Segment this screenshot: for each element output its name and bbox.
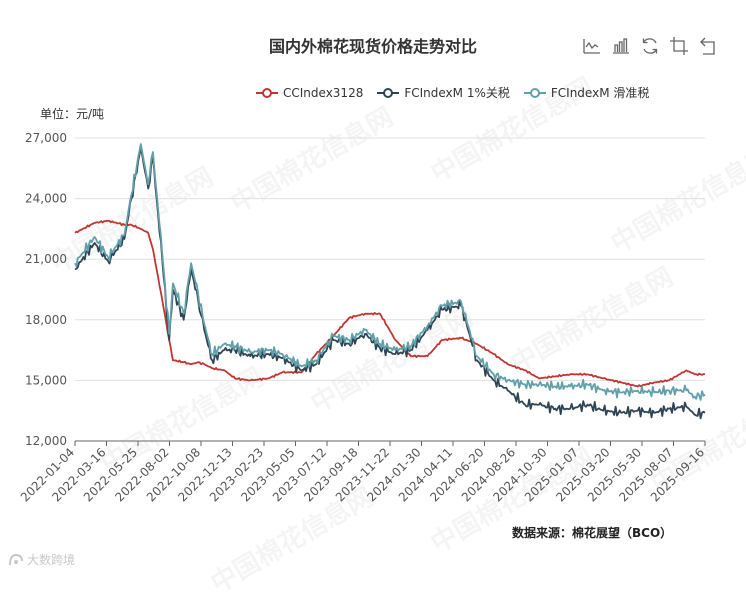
series-line-ccindex (74, 219, 706, 388)
legend-label: CCIndex3128 (283, 85, 364, 100)
series-line-fcindex-1pct (74, 147, 706, 420)
y-tick-label: 27,000 (25, 131, 67, 145)
y-axis-unit: 单位：元/吨 (40, 107, 105, 121)
data-source: 数据来源：棉花展望（BCO） (512, 526, 673, 540)
chart-canvas: 12,00015,00018,00021,00024,00027,0002022… (18, 131, 707, 504)
legend-item-fcindex-sliding[interactable]: FCIndexM 滑准税 (523, 84, 650, 101)
chart-title: 国内外棉花现货价格走势对比 (268, 37, 477, 56)
toolbox (582, 36, 718, 56)
y-tick-label: 21,000 (25, 252, 67, 266)
y-tick-label: 15,000 (25, 373, 67, 387)
crop-icon[interactable] (669, 36, 689, 56)
legend-item-fcindex-1pct[interactable]: FCIndexM 1%关税 (377, 84, 510, 101)
bar-chart-icon[interactable] (611, 36, 631, 56)
restore-icon[interactable] (698, 36, 718, 56)
legend-swatch-fcindex-sliding (523, 87, 546, 98)
legend-label: FCIndexM 滑准税 (550, 86, 650, 100)
y-tick-label: 24,000 (25, 192, 67, 206)
legend-label: FCIndexM 1%关税 (404, 86, 510, 100)
y-tick-label: 18,000 (25, 313, 67, 327)
brand-logo-icon (9, 553, 23, 565)
legend-swatch-ccindex (256, 87, 278, 98)
line-chart-icon[interactable] (582, 36, 602, 56)
footer-brand-text: 大数跨境 (27, 553, 76, 567)
series-line-fcindex-sliding (74, 143, 706, 401)
y-tick-label: 12,000 (25, 434, 67, 448)
legend-swatch-fcindex-1pct (377, 87, 400, 98)
refresh-icon[interactable] (640, 36, 660, 56)
legend-item-ccindex[interactable]: CCIndex3128 (256, 84, 363, 101)
legend: CCIndex3128 FCIndexM 1%关税 FCIndexM 滑准税 (256, 84, 649, 101)
footer-brand: 大数跨境 (8, 551, 75, 568)
